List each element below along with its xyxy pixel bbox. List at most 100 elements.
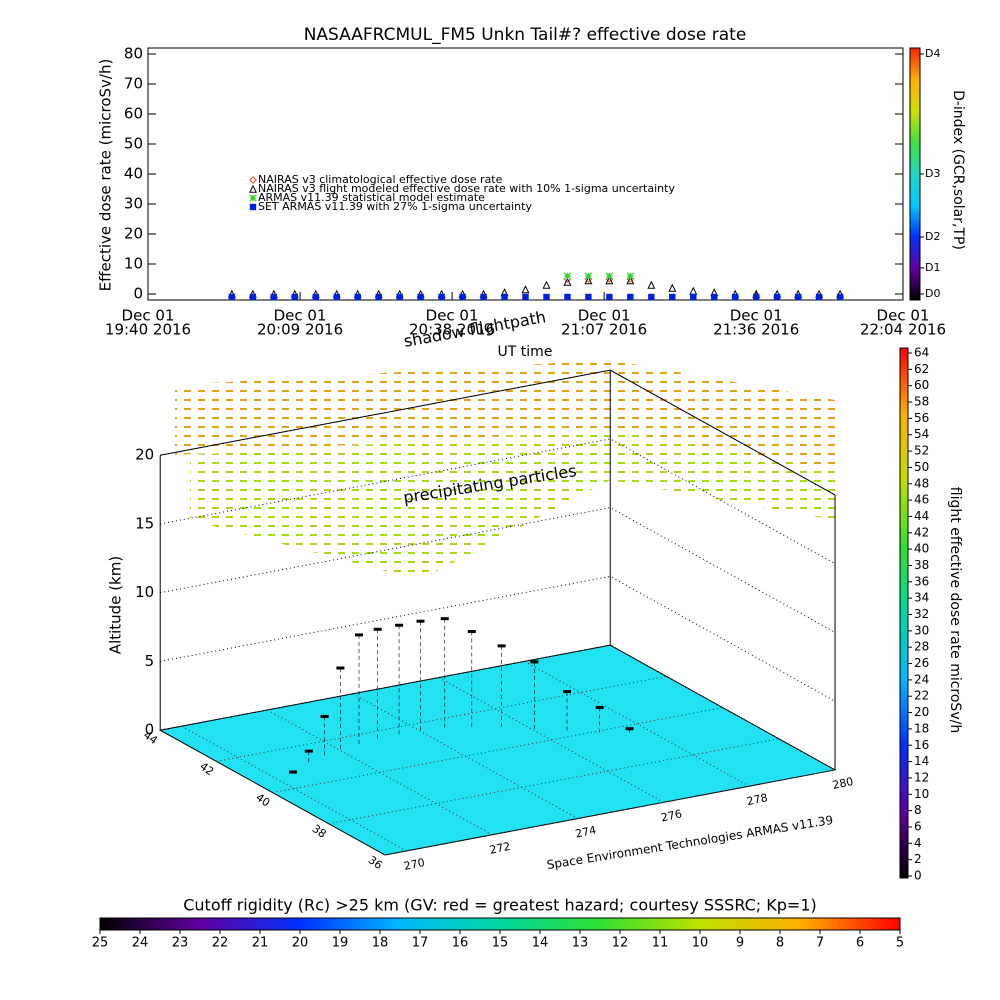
colorbar-tick-label: 5 xyxy=(896,936,904,951)
colorbar-tick-label: 20 xyxy=(914,705,929,719)
legend-label: ARMAS v11.39 statistical model estimate xyxy=(258,191,485,204)
colorbar-tick-label: 50 xyxy=(914,460,929,474)
y-tick-label: 50 xyxy=(124,135,143,153)
data-point xyxy=(605,272,614,280)
colorbar-tick-label: 38 xyxy=(914,558,929,572)
x-tick-label: Dec 01 xyxy=(426,307,479,325)
colorbar-tick-label: 34 xyxy=(914,591,929,605)
box-top xyxy=(160,369,836,496)
colorbar-tick-label: 48 xyxy=(914,476,929,490)
data-point xyxy=(669,293,676,301)
data-point xyxy=(752,293,760,301)
z-tick-label: 0 xyxy=(145,721,155,739)
flight-point xyxy=(288,770,297,774)
data-point xyxy=(627,293,634,301)
flight-point xyxy=(563,690,571,694)
floor-grid xyxy=(328,738,779,825)
y2-tick-label: D3 xyxy=(925,167,940,180)
data-point xyxy=(291,293,299,301)
colorbar-tick-label: 4 xyxy=(914,836,922,850)
colorbar-tick-label: 54 xyxy=(914,427,929,441)
data-point xyxy=(396,293,403,301)
data-point xyxy=(626,276,635,285)
colorbar-tick-label: 20 xyxy=(292,936,309,951)
colorbar-tick-label: 64 xyxy=(914,346,929,360)
x-tick-label: 19:40 2016 xyxy=(105,321,191,339)
x-tick-label: 21:07 2016 xyxy=(561,321,647,339)
y-tick-label: 70 xyxy=(124,75,143,93)
x-tick-label: 22:04 2016 xyxy=(860,321,946,339)
z-axis-label: Altitude (km) xyxy=(107,556,125,654)
data-point xyxy=(542,280,551,289)
flight-point xyxy=(304,749,313,753)
particle-texture xyxy=(175,360,835,470)
data-point xyxy=(668,283,677,292)
colorbar-tick-label: 10 xyxy=(914,787,929,801)
data-point xyxy=(521,285,530,294)
x-axis-label: UT time xyxy=(498,344,553,360)
data-point xyxy=(732,293,739,301)
z-tick-label: 15 xyxy=(135,514,154,532)
flight-point xyxy=(467,630,476,634)
colorbar-tick-label: 12 xyxy=(914,770,929,784)
data-point xyxy=(543,293,550,301)
data-point xyxy=(648,293,655,301)
colorbar-tick-label: 42 xyxy=(914,525,929,539)
y-tick-label: 38 xyxy=(310,822,329,841)
y-tick-label: 20 xyxy=(124,225,143,243)
x-tick-label: 20:09 2016 xyxy=(257,321,343,339)
data-point xyxy=(249,293,257,301)
colorbar-tick-label: 46 xyxy=(914,493,929,507)
colorbar-tick-label: 14 xyxy=(914,754,929,768)
y2-tick-label: D4 xyxy=(925,47,940,60)
colorbar-tick-label: 16 xyxy=(452,936,469,951)
colorbar-tick-label: 25 xyxy=(92,936,109,951)
flight-point xyxy=(320,714,329,718)
data-point xyxy=(836,293,844,301)
z-tick-label: 5 xyxy=(145,652,155,670)
flight-point xyxy=(530,660,539,664)
data-point xyxy=(501,293,508,301)
floor-grid xyxy=(267,709,493,836)
x-tick-label: 280 xyxy=(831,775,854,792)
colorbar-tick-label: 44 xyxy=(914,509,929,523)
colorbar-tick-label: 40 xyxy=(914,542,929,556)
data-point xyxy=(773,293,781,301)
data-point xyxy=(354,293,361,301)
flight-point xyxy=(416,619,425,623)
x-tick-label: Dec 01 xyxy=(578,307,631,325)
colorbar-tick-label: 36 xyxy=(914,574,929,588)
data-point xyxy=(584,276,593,285)
data-point xyxy=(248,184,258,193)
colorbar-tick-label: 28 xyxy=(914,640,929,654)
colorbar-tick-label: 56 xyxy=(914,411,929,425)
colorbar-tick-label: 9 xyxy=(736,936,744,951)
data-point xyxy=(270,293,278,301)
colorbar-tick-label: 16 xyxy=(914,738,929,752)
flight-point xyxy=(595,705,604,709)
colorbar-tick-label: 23 xyxy=(172,936,189,951)
y-tick-label: 40 xyxy=(253,791,272,810)
colorbar-tick-label: 7 xyxy=(816,936,824,951)
flight-point xyxy=(336,666,345,670)
legend-label: NAIRAS v3 flight modeled effective dose … xyxy=(258,182,675,195)
plots: NASAAFRCMUL_FM5 Unkn Tail#? effective do… xyxy=(92,25,966,951)
x-tick-label: Dec 01 xyxy=(274,307,327,325)
x-tick-label: Dec 01 xyxy=(730,307,783,325)
colorbar-tick-label: 60 xyxy=(914,378,929,392)
data-point xyxy=(228,293,236,301)
colorbar-tick-label: 52 xyxy=(914,444,929,458)
floor-grid xyxy=(609,644,836,771)
x-tick-label: 20:38 2016 xyxy=(409,321,495,339)
data-point xyxy=(312,293,319,301)
colorbar-tick-label: 2 xyxy=(914,852,922,866)
data-point xyxy=(417,293,424,301)
floor-grid xyxy=(216,675,667,762)
flight-point xyxy=(625,727,634,731)
colorbar-tick-label: 24 xyxy=(914,672,929,686)
colorbar-tick-label: 15 xyxy=(492,936,509,951)
d-index-bar xyxy=(909,47,921,301)
x-tick-label: 278 xyxy=(746,791,769,808)
data-point xyxy=(480,293,487,301)
colorbar-tick-label: 10 xyxy=(692,936,709,951)
